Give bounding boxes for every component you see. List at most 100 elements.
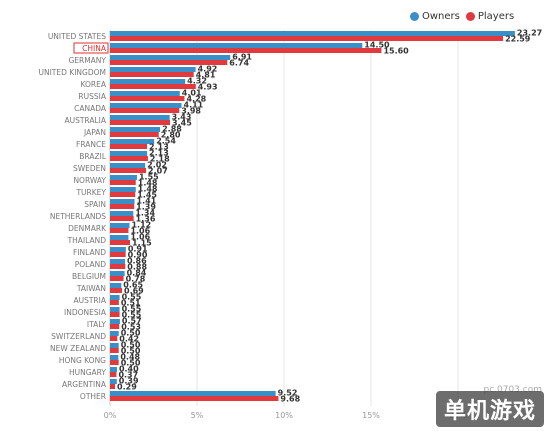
bar-players [110,48,382,53]
value-label-players: 1.39 [136,203,156,212]
bar-owners [110,163,146,168]
category-label: SPAIN [84,200,106,209]
bar-players [110,228,129,233]
bar-owners [110,319,120,324]
bar-players [110,72,194,77]
value-label-owners: 23.27 [517,29,542,38]
legend-item-owners[interactable]: Owners [410,11,460,22]
category-label: OTHER [80,392,106,401]
value-label-players: 0.50 [121,347,141,356]
value-label-owners: 1.12 [131,221,151,230]
bar-players [110,396,279,401]
value-label-owners: 2.54 [156,137,176,146]
value-label-owners: 9.52 [278,389,298,398]
value-label-owners: 4.92 [198,65,218,74]
value-label-players: 4.81 [196,71,216,80]
value-label-players: 2.18 [150,155,170,164]
bar-players [110,360,119,365]
value-label-players: 0.55 [122,311,142,320]
value-label-players: 0.53 [121,323,141,332]
category-label: TURKEY [75,188,106,197]
bar-players [110,36,504,41]
bar-players [110,180,136,185]
value-label-owners: 1.55 [139,173,159,182]
category-label: FRANCE [76,140,106,149]
owners-swatch [410,12,419,21]
value-label-players: 1.45 [137,191,157,200]
bar-owners [110,367,117,372]
category-label: SWEDEN [73,164,106,173]
value-label-owners: 1.06 [130,233,150,242]
category-label: KOREA [81,80,107,89]
x-tick-label: 10% [275,411,293,420]
bar-owners [110,127,161,132]
bar-owners [110,199,135,204]
category-label: THAILAND [67,236,107,245]
value-label-players: 3.98 [181,107,201,116]
bar-owners [110,379,117,384]
value-label-owners: 0.50 [121,329,141,338]
value-label-players: 1.48 [138,179,158,188]
bar-players [110,264,126,269]
players-swatch [465,12,475,21]
value-label-players: 3.45 [172,119,192,128]
bar-owners [110,223,130,228]
bar-players [110,384,116,389]
value-label-players: 0.90 [128,251,148,260]
bar-players [110,204,135,209]
bar-owners [110,343,119,348]
bar-players [110,240,131,245]
bar-players [110,216,134,221]
value-label-owners: 0.65 [123,281,143,290]
bar-players [110,312,120,317]
bar-players [110,84,196,89]
value-label-owners: 3.43 [172,113,192,122]
bar-owners [110,175,137,180]
category-label: GERMANY [68,56,106,65]
legend-item-players[interactable]: Players [465,11,514,22]
bar-owners [110,391,276,396]
category-label: CHINA [82,44,107,53]
value-label-players: 2.13 [149,143,169,152]
category-label: NETHERLANDS [50,212,106,221]
category-label: AUSTRALIA [64,116,106,125]
category-label: JAPAN [83,128,106,137]
bar-players [110,300,119,305]
value-label-players: 0.37 [118,371,138,380]
value-label-players: 6.74 [229,59,249,68]
value-label-players: 9.68 [280,395,300,404]
category-label: HONG KONG [59,356,106,365]
category-label: RUSSIA [78,92,106,101]
bar-owners [110,103,182,108]
legend: Owners Players [410,11,520,22]
bar-owners [110,247,126,252]
bar-players [110,348,119,353]
bar-players [110,252,126,257]
bar-owners [110,211,134,216]
bar-owners [110,295,120,300]
bar-owners [110,235,129,240]
value-label-players: 0.50 [121,359,141,368]
x-tick-label: 0% [104,411,117,420]
value-label-owners: 2.13 [149,149,169,158]
value-label-players: 4.28 [186,95,206,104]
value-label-owners: 2.88 [162,125,182,134]
value-label-players: 4.93 [198,83,218,92]
bar-players [110,108,180,113]
x-tick-label: 15% [362,411,380,420]
bar-owners [110,55,231,60]
bar-players [110,324,120,329]
category-label: BRAZIL [79,152,107,161]
bar-owners [110,43,363,48]
bar-owners [110,91,180,96]
bar-players [110,156,148,161]
bar-owners [110,355,119,360]
value-label-owners: 0.48 [120,353,140,362]
category-label: AUSTRIA [73,296,106,305]
category-label: FINLAND [73,248,106,257]
watermark-url: pc.0703.com [483,385,542,395]
bar-players [110,168,147,173]
value-label-owners: 0.50 [121,341,141,350]
value-label-owners: 0.91 [128,245,148,254]
